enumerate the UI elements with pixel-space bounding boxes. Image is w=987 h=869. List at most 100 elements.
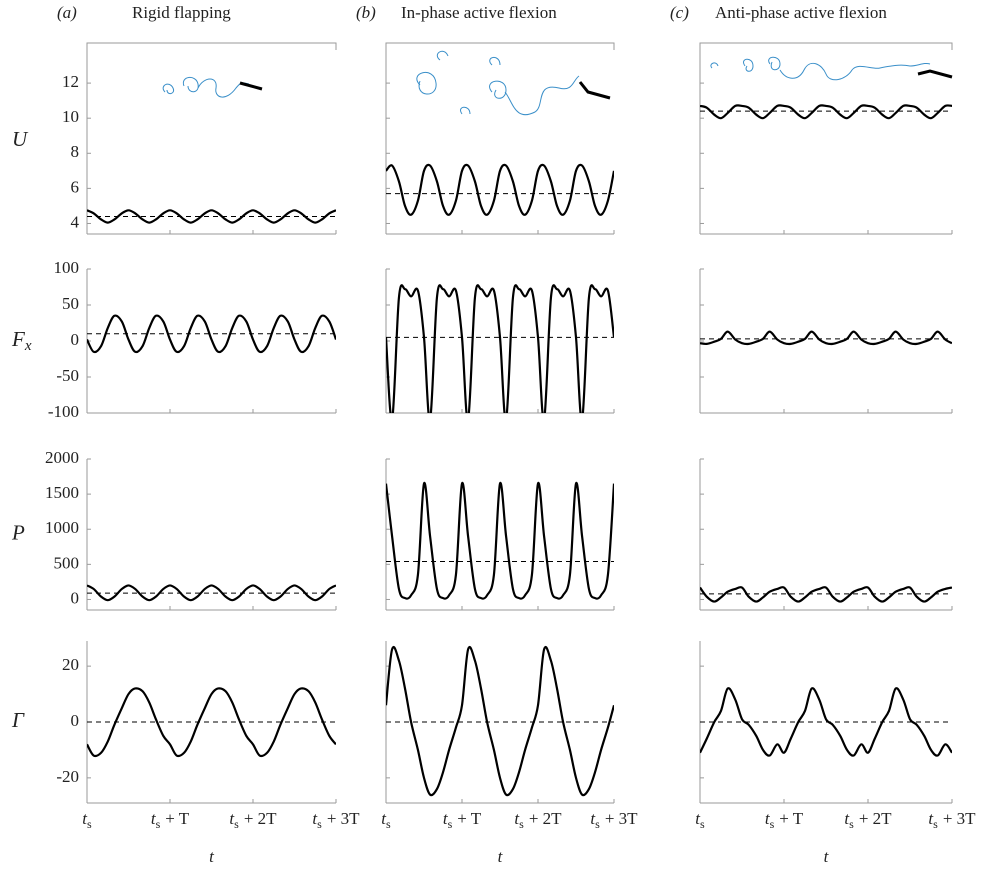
data-line xyxy=(700,687,952,757)
tick-sub: s xyxy=(386,817,391,831)
tick-suffix: + 2T xyxy=(859,809,892,828)
panel: (a) Rigid flapping 4 6 8 10 12 U xyxy=(12,3,337,235)
x-tick-label: ts + T xyxy=(151,809,190,831)
tick-t: t xyxy=(928,809,934,828)
y-tick-label: 0 xyxy=(71,330,80,349)
tick-sub: s xyxy=(234,817,239,831)
wake-a xyxy=(162,77,263,98)
data-line xyxy=(87,314,336,354)
tick-sub: s xyxy=(317,817,322,831)
y-label-sub: x xyxy=(24,338,32,354)
x-tick-label: ts + 3T xyxy=(928,809,976,831)
y-tick-label: 1500 xyxy=(45,483,79,502)
wake-curve xyxy=(416,50,580,115)
tick-t: t xyxy=(590,809,596,828)
x-axis-label: t xyxy=(824,847,830,866)
x-tick-label: ts + 2T xyxy=(514,809,562,831)
panel xyxy=(385,458,615,611)
wing xyxy=(239,81,263,91)
y-tick-label: 500 xyxy=(54,553,80,572)
data-line xyxy=(87,584,336,602)
wing xyxy=(917,69,953,79)
data-line xyxy=(700,104,952,120)
panel-title: Anti-phase active flexion xyxy=(715,3,887,22)
x-tick-label: ts + 2T xyxy=(229,809,277,831)
panel-title: Rigid flapping xyxy=(132,3,231,22)
tick-t: t xyxy=(381,809,387,828)
y-tick-label: 50 xyxy=(62,294,79,313)
data-line xyxy=(386,645,614,797)
x-axis-label: t xyxy=(209,847,215,866)
y-axis-label: P xyxy=(11,520,25,544)
tick-sub: s xyxy=(770,817,775,831)
y-label-main: F xyxy=(11,327,25,351)
tick-t: t xyxy=(82,809,88,828)
y-tick-label: 10 xyxy=(62,107,79,126)
x-tick-label: ts + T xyxy=(765,809,804,831)
x-tick-label: ts + T xyxy=(443,809,482,831)
wing xyxy=(578,81,611,100)
data-line xyxy=(386,482,614,600)
tick-sub: s xyxy=(156,817,161,831)
y-tick-label: 1000 xyxy=(45,518,79,537)
panel: 0 500 1000 1500 2000 P xyxy=(11,448,337,611)
tick-suffix: + 3T xyxy=(327,809,360,828)
x-tick-label: ts + 2T xyxy=(844,809,892,831)
header-bracket xyxy=(86,42,337,50)
y-tick-label: 4 xyxy=(71,212,80,231)
y-tick-label: 0 xyxy=(71,711,80,730)
tick-t: t xyxy=(312,809,318,828)
panel-title: In-phase active flexion xyxy=(401,3,557,22)
tick-t: t xyxy=(844,809,850,828)
header-bracket xyxy=(385,42,615,50)
y-tick-label: 6 xyxy=(71,177,80,196)
y-tick-label: 8 xyxy=(71,142,80,161)
y-label-main: U xyxy=(12,127,29,151)
y-tick-label: 2000 xyxy=(45,448,79,467)
data-line xyxy=(700,586,952,603)
wake-b xyxy=(416,50,611,115)
panel xyxy=(385,268,615,414)
wake-curve xyxy=(710,56,931,81)
tick-sub: s xyxy=(595,817,600,831)
x-tick-label: ts + 3T xyxy=(590,809,638,831)
wake-curve xyxy=(162,77,250,98)
y-tick-label: -20 xyxy=(56,767,79,786)
x-tick-label: ts xyxy=(695,809,705,831)
y-tick-label: 0 xyxy=(71,588,80,607)
y-tick-label: 100 xyxy=(54,258,80,277)
tick-sub: s xyxy=(700,817,705,831)
data-line xyxy=(386,163,614,216)
tick-sub: s xyxy=(87,817,92,831)
panel xyxy=(699,268,953,414)
tick-suffix: + 3T xyxy=(943,809,976,828)
tick-suffix: + T xyxy=(457,809,482,828)
panel-label: (c) xyxy=(670,3,689,22)
tick-t: t xyxy=(765,809,771,828)
tick-suffix: + T xyxy=(779,809,804,828)
y-tick-label: -100 xyxy=(48,402,79,421)
tick-sub: s xyxy=(519,817,524,831)
panel-label: (b) xyxy=(356,3,376,22)
panel-label: (a) xyxy=(57,3,77,22)
wake-c xyxy=(710,56,953,81)
y-label-main: P xyxy=(11,520,25,544)
data-line xyxy=(87,209,336,224)
panel: -100 -50 0 50 100 Fx xyxy=(11,258,337,421)
panel: (c) Anti-phase active flexion xyxy=(670,3,953,235)
x-tick-label: ts xyxy=(381,809,391,831)
tick-sub: s xyxy=(849,817,854,831)
tick-t: t xyxy=(151,809,157,828)
tick-suffix: + 2T xyxy=(244,809,277,828)
y-tick-label: -50 xyxy=(56,366,79,385)
tick-t: t xyxy=(695,809,701,828)
y-axis-label: Γ xyxy=(11,708,25,732)
tick-sub: s xyxy=(448,817,453,831)
data-line xyxy=(386,284,614,413)
tick-t: t xyxy=(514,809,520,828)
data-line xyxy=(87,687,336,758)
